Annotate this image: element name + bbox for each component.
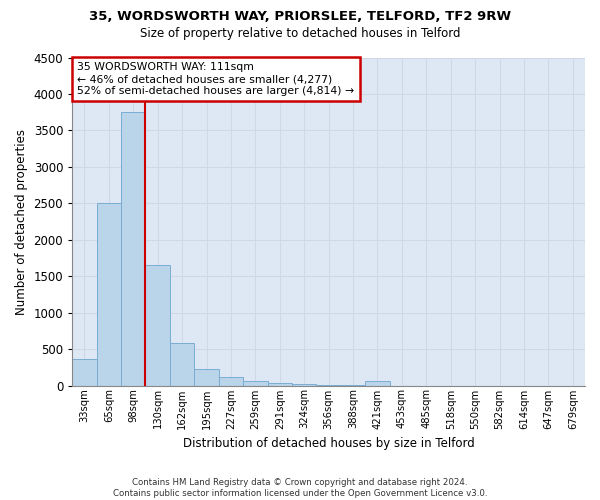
Bar — [194, 368, 219, 386]
Bar — [365, 381, 389, 386]
Bar — [292, 384, 316, 386]
Y-axis label: Number of detached properties: Number of detached properties — [15, 128, 28, 314]
Bar — [121, 112, 145, 386]
Bar — [316, 385, 341, 386]
Bar — [145, 265, 170, 386]
Bar — [72, 358, 97, 386]
Text: 35, WORDSWORTH WAY, PRIORSLEE, TELFORD, TF2 9RW: 35, WORDSWORTH WAY, PRIORSLEE, TELFORD, … — [89, 10, 511, 23]
Bar — [170, 342, 194, 386]
Text: Size of property relative to detached houses in Telford: Size of property relative to detached ho… — [140, 28, 460, 40]
Bar — [243, 381, 268, 386]
Bar — [219, 378, 243, 386]
Text: 35 WORDSWORTH WAY: 111sqm
← 46% of detached houses are smaller (4,277)
52% of se: 35 WORDSWORTH WAY: 111sqm ← 46% of detac… — [77, 62, 355, 96]
Text: Contains HM Land Registry data © Crown copyright and database right 2024.
Contai: Contains HM Land Registry data © Crown c… — [113, 478, 487, 498]
Bar — [97, 204, 121, 386]
X-axis label: Distribution of detached houses by size in Telford: Distribution of detached houses by size … — [183, 437, 475, 450]
Bar — [268, 383, 292, 386]
